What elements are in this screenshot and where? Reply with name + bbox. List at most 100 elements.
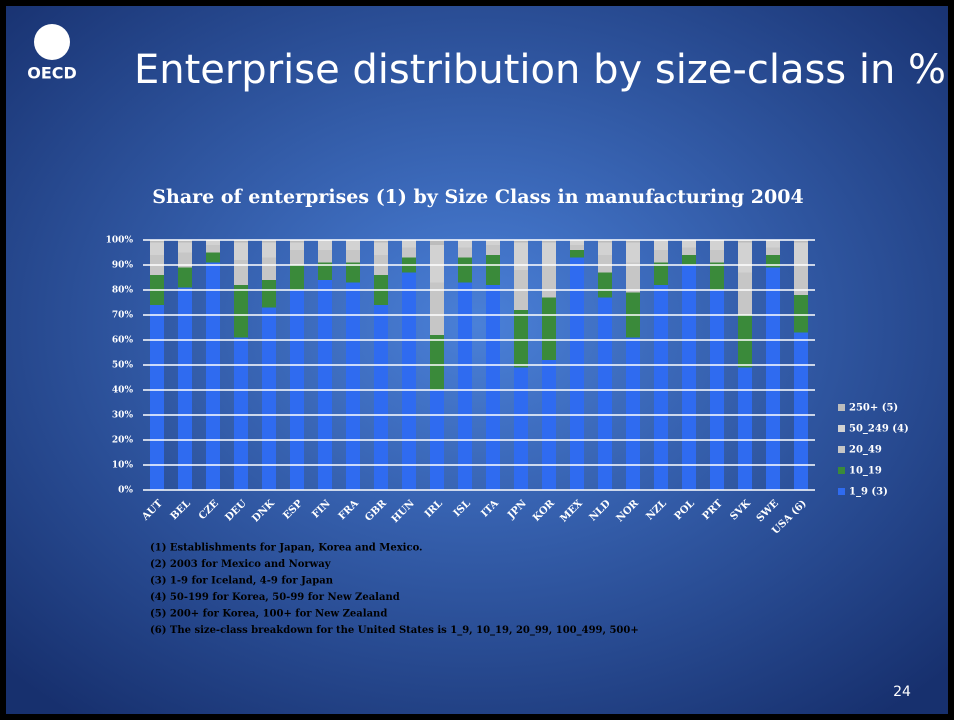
bar-segment [402, 272, 416, 490]
bar-segment [178, 252, 192, 268]
bar-segment [318, 280, 332, 490]
bar-segment [626, 262, 640, 293]
bar-segment [514, 367, 528, 490]
bar-segment [542, 242, 556, 265]
bar-segment [206, 240, 220, 245]
bar-segment [598, 240, 612, 243]
legend-label: 50_249 (4) [849, 424, 909, 435]
y-tick-label: 100% [106, 236, 134, 246]
bar-segment [682, 247, 696, 255]
bar-segment [514, 310, 528, 368]
legend-swatch [838, 446, 845, 453]
bar-segment [738, 315, 752, 368]
chart-title: Share of enterprises (1) by Size Class i… [152, 186, 803, 208]
y-tick-label: 80% [112, 286, 134, 296]
text-line: Enterprise distribution by size-class in… [134, 47, 946, 93]
bar-segment [374, 305, 388, 490]
bar-segment [430, 335, 444, 390]
bar-segment [290, 242, 304, 250]
bar-segment [234, 242, 248, 260]
bar-segment [570, 245, 584, 250]
bar-segment [178, 242, 192, 253]
slide-title: Enterprise distribution by size-class in… [134, 47, 946, 93]
bar-segment [150, 242, 164, 255]
page-number: 24 [893, 684, 911, 700]
bar-segment [290, 265, 304, 290]
bar-segment [262, 257, 276, 280]
bar-segment [738, 272, 752, 315]
legend-swatch [838, 425, 845, 432]
bar-segment [486, 245, 500, 255]
bar-segment [402, 240, 416, 248]
bar-segment [206, 245, 220, 253]
bar-segment [178, 287, 192, 490]
bar-segment [682, 265, 696, 490]
legend-label: 10_19 [849, 466, 882, 477]
bar-segment [346, 240, 360, 250]
bar-segment [458, 282, 472, 490]
bar-segment [598, 255, 612, 273]
bar-segment [654, 262, 668, 285]
bar-segment [458, 257, 472, 283]
bar-segment [374, 240, 388, 243]
bar-segment [178, 240, 192, 243]
y-tick-label: 0% [118, 486, 133, 496]
y-tick-label: 10% [112, 461, 134, 471]
bar-segment [794, 295, 808, 333]
bar-segment [150, 305, 164, 490]
y-tick-label: 60% [112, 336, 134, 346]
bar-segment [486, 285, 500, 490]
bar-segment [682, 255, 696, 265]
legend-label: 250+ (5) [849, 403, 898, 414]
bar-segment [234, 285, 248, 338]
bar-segment [486, 240, 500, 245]
bar-segment [346, 262, 360, 283]
bar-segment [626, 242, 640, 263]
bar-segment [290, 240, 304, 243]
y-tick-label: 90% [112, 261, 134, 271]
bar-segment [766, 267, 780, 490]
bar-segment [570, 250, 584, 258]
bar-segment [794, 240, 808, 243]
logo-text: OECD [27, 64, 77, 83]
bar-segment [794, 242, 808, 265]
y-tick-label: 50% [112, 361, 134, 371]
footnote: (6) The size-class breakdown for the Uni… [150, 625, 639, 636]
bar-segment [514, 240, 528, 243]
bar-segment [234, 337, 248, 490]
bar-segment [150, 240, 164, 243]
bar-segment [318, 250, 332, 263]
y-tick-label: 40% [112, 386, 134, 396]
bar-segment [710, 250, 724, 263]
footnote: (4) 50-199 for Korea, 50-99 for New Zeal… [150, 592, 400, 603]
bar-segment [318, 262, 332, 280]
bar-segment [234, 240, 248, 243]
bar-segment [766, 240, 780, 248]
bar-segment [346, 250, 360, 263]
legend-label: 20_49 [849, 445, 882, 456]
legend-swatch [838, 467, 845, 474]
bar-segment [234, 260, 248, 285]
footnote: (2) 2003 for Mexico and Norway [150, 559, 332, 570]
bar-segment [626, 240, 640, 243]
legend-swatch [838, 488, 845, 495]
bar-segment [598, 242, 612, 255]
y-tick-label: 20% [112, 436, 134, 446]
bar-segment [570, 240, 584, 245]
bar-segment [430, 282, 444, 335]
logo-mark [34, 24, 70, 60]
bar-segment [598, 297, 612, 490]
footnote: (1) Establishments for Japan, Korea and … [150, 543, 423, 554]
bar-segment [514, 242, 528, 270]
legend-label: 1_9 (3) [849, 487, 888, 498]
bar-segment [654, 250, 668, 263]
bar-segment [682, 240, 696, 248]
bar-segment [458, 247, 472, 258]
bar-segment [570, 257, 584, 490]
bar-segment [654, 285, 668, 490]
legend-swatch [838, 404, 845, 411]
y-tick-label: 70% [112, 311, 134, 321]
bar-segment [458, 240, 472, 248]
bar-segment [346, 282, 360, 490]
